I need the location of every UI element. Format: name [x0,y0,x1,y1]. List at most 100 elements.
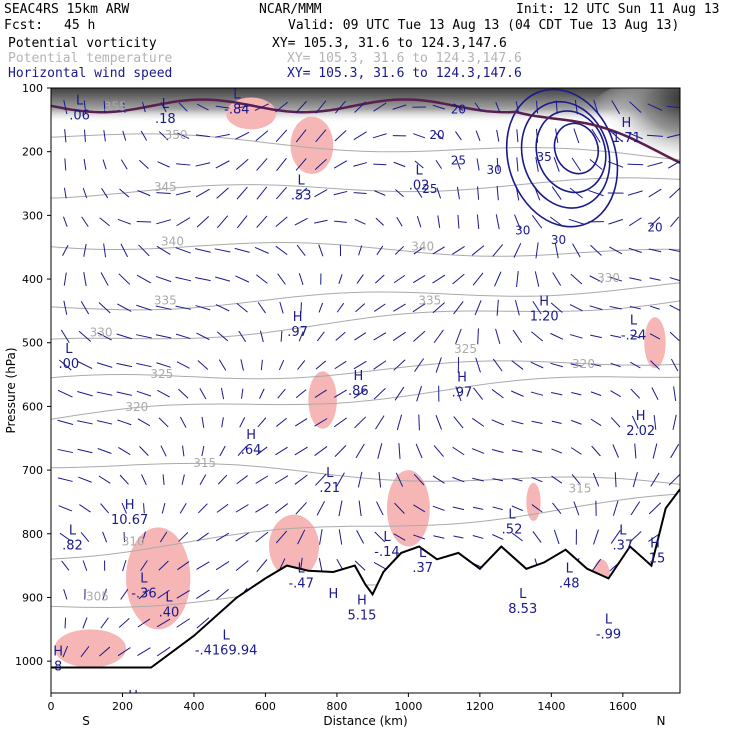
wind-vector [394,386,405,401]
wind-vector [356,530,365,544]
legend-theta-xy: XY= 105.3, 31.6 to 124.3,147.6 [287,51,522,66]
wind-vector [592,472,600,487]
wind-vector [453,535,464,539]
wind-vector [195,276,211,282]
wind-vector [358,245,363,256]
wind-vector [516,271,519,288]
wind-vector [298,331,304,342]
wind-vector [84,129,86,142]
wind-vector [550,302,563,313]
wind-vector [196,332,210,341]
wind-vector [609,305,622,310]
wind-vector [139,159,149,169]
wind-vector [80,300,90,315]
wind-vector [392,104,407,110]
wind-vector [432,246,445,255]
y-tick-label: 100 [22,82,43,95]
wind-vector [314,219,328,224]
wind-vector [59,532,71,542]
wind-vector [627,190,643,196]
wind-vector [256,559,268,573]
wind-vector [257,417,267,428]
wind-speed-contour-label: 30 [487,163,502,177]
wind-vector [137,618,151,628]
wind-vector [99,646,111,657]
wind-vector [83,243,87,257]
wind-vector [373,163,387,166]
wind-vector [414,160,424,169]
wind-vector [178,388,189,399]
extremum-marker: H [293,310,303,325]
wind-vector [156,646,171,657]
wind-vector [98,475,111,484]
wind-vector [295,100,307,114]
extremum-marker: L [65,342,73,357]
wind-vector [628,247,642,254]
wind-vector [649,216,661,227]
extremum-value: 8 [54,660,62,675]
extremum-value: -.47 [288,577,313,592]
wind-vector [590,391,602,396]
y-tick-label: 800 [22,528,43,541]
wind-vector [235,131,250,140]
wind-vector [238,330,247,343]
wind-vector [571,474,582,486]
extremum-marker: H [636,409,646,424]
wind-vector [609,276,623,282]
wind-vector [63,187,67,199]
wind-vector [353,192,367,195]
wind-vector [668,473,680,486]
wind-vector [496,157,499,172]
wind-vector [137,647,151,656]
wind-vector [237,446,247,456]
wind-vector [100,272,109,286]
wind-vector [393,359,406,371]
theta-contour-label: 325 [454,342,477,356]
wind-vector [456,159,461,170]
wind-vector [319,529,323,545]
wind-vector [415,188,423,198]
wind-vector [472,535,484,539]
wind-vector [120,159,128,170]
wind-vector [453,301,464,315]
wind-vector [201,445,205,457]
extremum-marker: H [53,645,63,660]
wind-vector [373,387,386,400]
wind-vector [195,305,211,311]
legend-wind-name: Horizontal wind speed [8,66,173,81]
wind-vector [453,103,464,111]
wind-vector [297,360,306,370]
wind-vector [136,390,152,397]
wind-vector [335,331,346,341]
wind-vector [334,220,347,223]
pv-region-8 [526,482,541,522]
dynamic-tropopause-line [51,98,680,164]
wind-vector [136,362,152,368]
wind-vector [63,272,67,286]
wind-vector [552,272,562,286]
wind-vector [215,532,230,542]
wind-vector [374,190,386,196]
wind-vector [236,186,248,200]
wind-vector [277,388,286,399]
wind-vector [220,388,225,400]
extremum-value: .86 [348,384,369,399]
wind-vector [336,472,345,487]
wind-vector [275,129,288,143]
extremum-value: .97 [452,386,473,401]
wind-vector [652,443,658,459]
wind-vector [494,271,502,287]
wind-vector [215,105,230,109]
wind-vector [589,158,603,170]
wind-vector [571,392,582,396]
wind-vector [239,417,246,428]
wind-vector [179,502,187,514]
extremum-marker: L [140,571,148,586]
wind-vector [375,274,385,284]
wind-vector [650,305,660,310]
wind-vector [634,443,637,459]
extremum-value: 10.67 [111,513,148,528]
extremum-marker: H [125,498,135,513]
wind-vector [97,448,112,454]
wind-vector [515,101,520,113]
